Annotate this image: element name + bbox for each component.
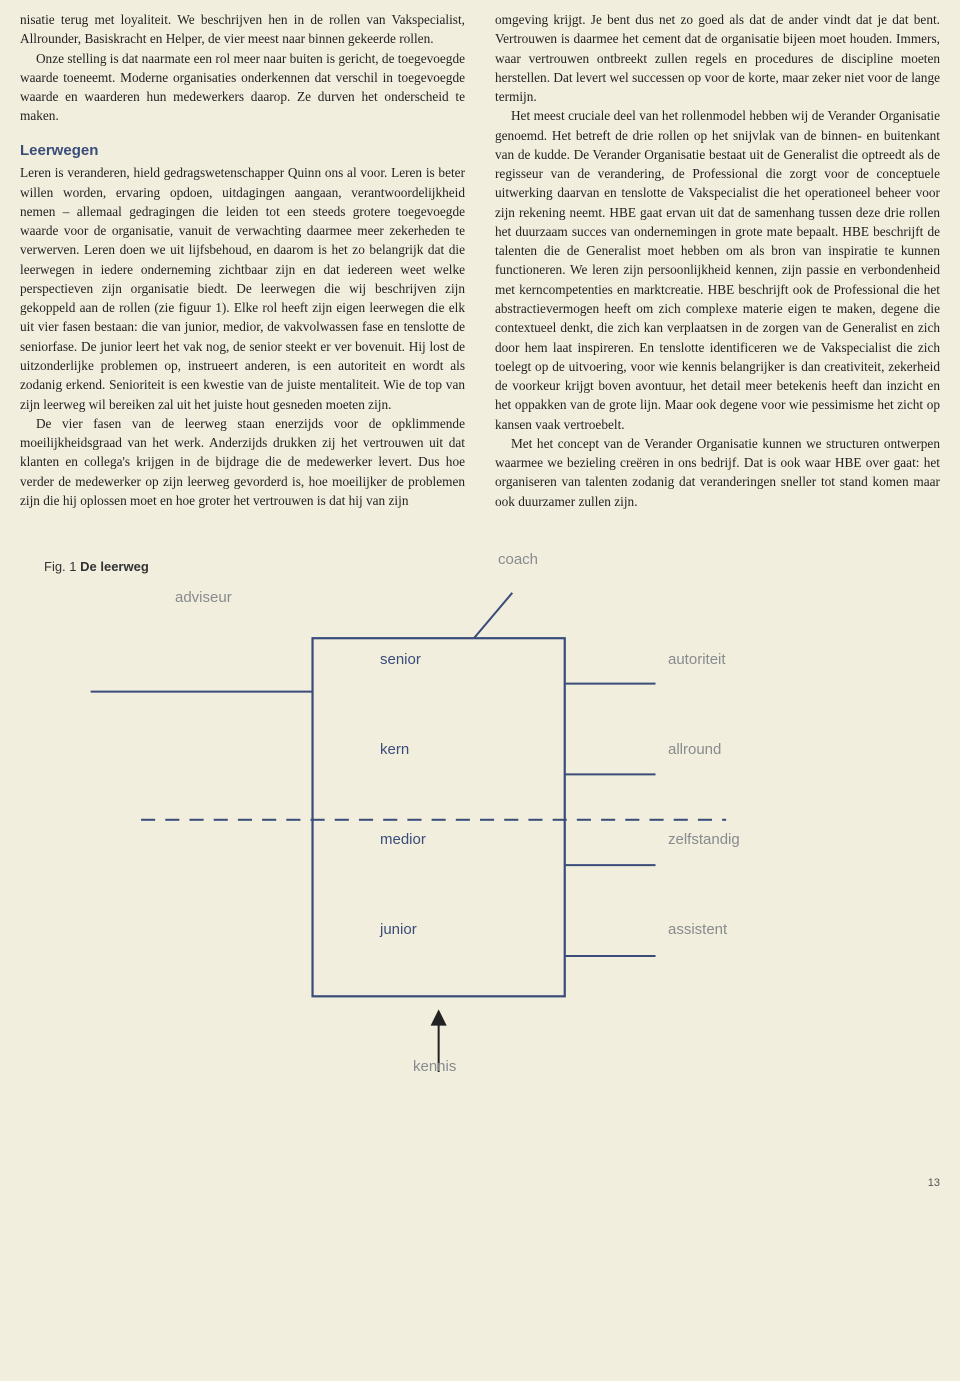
label-adviseur: adviseur <box>175 589 232 606</box>
right-p3: Met het concept van de Verander Organisa… <box>495 434 940 511</box>
label-junior: junior <box>380 921 417 938</box>
label-coach: coach <box>498 551 538 568</box>
left-p4: De vier fasen van de leerweg staan enerz… <box>20 414 465 510</box>
label-medior: medior <box>380 831 426 848</box>
right-p1: omgeving krijgt. Je bent dus net zo goed… <box>495 10 940 106</box>
left-p2: Onze stelling is dat naarmate een rol me… <box>20 49 465 126</box>
label-senior: senior <box>380 651 421 668</box>
label-kennis: kennis <box>413 1058 456 1075</box>
left-p1: nisatie terug met loyaliteit. We beschri… <box>20 10 465 49</box>
left-p3: Leren is veranderen, hield gedragswetens… <box>20 163 465 413</box>
left-column: nisatie terug met loyaliteit. We beschri… <box>20 10 465 511</box>
label-allround: allround <box>668 741 721 758</box>
right-column: omgeving krijgt. Je bent dus net zo goed… <box>495 10 940 511</box>
label-autoriteit: autoriteit <box>668 651 726 668</box>
right-p2: Het meest cruciale deel van het rollenmo… <box>495 106 940 434</box>
figure-1: Fig. 1 De leerweg coach adviseur autorit… <box>20 541 940 1149</box>
page-number: 13 <box>0 1169 960 1199</box>
label-kern: kern <box>380 741 409 758</box>
section-heading-leerwegen: Leerwegen <box>20 140 465 162</box>
label-assistent: assistent <box>668 921 727 938</box>
text-columns: nisatie terug met loyaliteit. We beschri… <box>20 10 940 511</box>
leerweg-diagram-svg <box>20 541 940 1149</box>
label-zelfstandig: zelfstandig <box>668 831 740 848</box>
